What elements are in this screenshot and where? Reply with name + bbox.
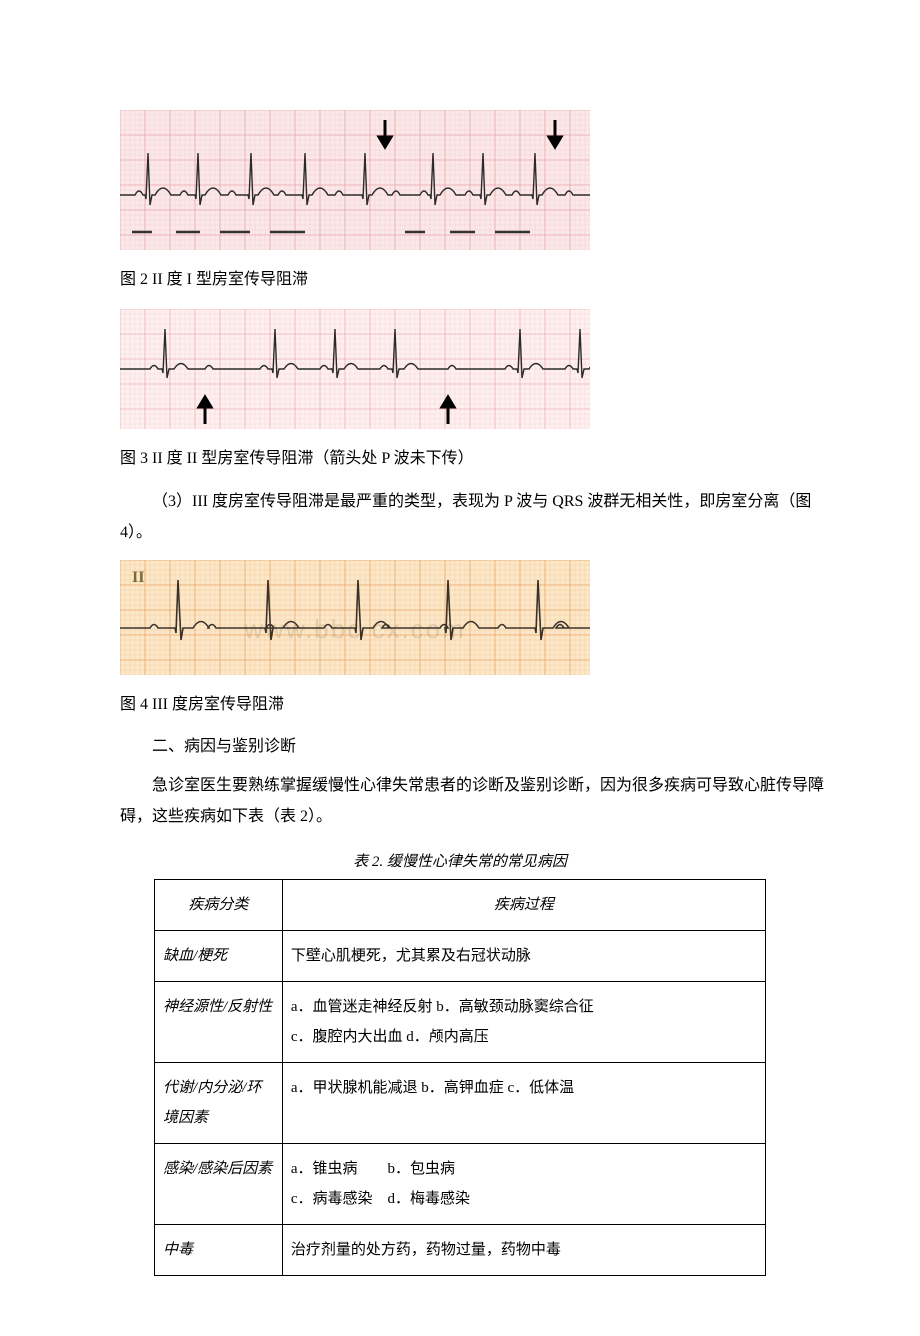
table-row: 缺血/梗死下壁心肌梗死，尤其累及右冠状动脉: [155, 930, 766, 981]
table-cell-process: 治疗剂量的处方药，药物过量，药物中毒: [282, 1224, 765, 1275]
table-cell-process: a．锥虫病 b．包虫病 c．病毒感染 d．梅毒感染: [282, 1143, 765, 1224]
table-cell-category: 缺血/梗死: [155, 930, 283, 981]
figure-3-ecg: [120, 309, 840, 434]
table-cell-process: a．血管迷走神经反射 b．高敏颈动脉窦综合征 c．腹腔内大出血 d．颅内高压: [282, 981, 765, 1062]
table-row: 中毒治疗剂量的处方药，药物过量，药物中毒: [155, 1224, 766, 1275]
table-cell-category: 中毒: [155, 1224, 283, 1275]
section-2-title: 二、病因与鉴别诊断: [120, 734, 840, 760]
table-cell-category: 感染/感染后因素: [155, 1143, 283, 1224]
table-header-process: 疾病过程: [282, 879, 765, 930]
table-row: 代谢/内分泌/环境因素a．甲状腺机能减退 b．高钾血症 c．低体温: [155, 1062, 766, 1143]
table-cell-category: 神经源性/反射性: [155, 981, 283, 1062]
table-2-title: 表 2. 缓慢性心律失常的常见病因: [80, 850, 840, 871]
table-cell-process: a．甲状腺机能减退 b．高钾血症 c．低体温: [282, 1062, 765, 1143]
table-header-category: 疾病分类: [155, 879, 283, 930]
table-cell-process: 下壁心肌梗死，尤其累及右冠状动脉: [282, 930, 765, 981]
table-cell-category: 代谢/内分泌/环境因素: [155, 1062, 283, 1143]
svg-text:II: II: [132, 569, 144, 586]
figure-3-caption: 图 3 II 度 II 型房室传导阻滞（箭头处 P 波未下传）: [120, 446, 840, 472]
table-row: 神经源性/反射性a．血管迷走神经反射 b．高敏颈动脉窦综合征 c．腹腔内大出血 …: [155, 981, 766, 1062]
section-2-paragraph: 急诊室医生要熟练掌握缓慢性心律失常患者的诊断及鉴别诊断，因为很多疾病可导致心脏传…: [120, 771, 840, 832]
figure-2-ecg: [120, 110, 840, 255]
ecg-fig3-svg: [120, 309, 590, 429]
table-2: 疾病分类 疾病过程 缺血/梗死下壁心肌梗死，尤其累及右冠状动脉神经源性/反射性a…: [154, 879, 766, 1276]
figure-4-caption: 图 4 III 度房室传导阻滞: [120, 692, 840, 718]
figure-4-ecg: IIwww.bbc cx.com: [120, 560, 840, 680]
figure-2-caption: 图 2 II 度 I 型房室传导阻滞: [120, 267, 840, 293]
paragraph-fig4-intro: （3）III 度房室传导阻滞是最严重的类型，表现为 P 波与 QRS 波群无相关…: [120, 487, 840, 548]
ecg-fig4-svg: IIwww.bbc cx.com: [120, 560, 590, 675]
ecg-fig2-svg: [120, 110, 590, 250]
table-row: 感染/感染后因素a．锥虫病 b．包虫病 c．病毒感染 d．梅毒感染: [155, 1143, 766, 1224]
